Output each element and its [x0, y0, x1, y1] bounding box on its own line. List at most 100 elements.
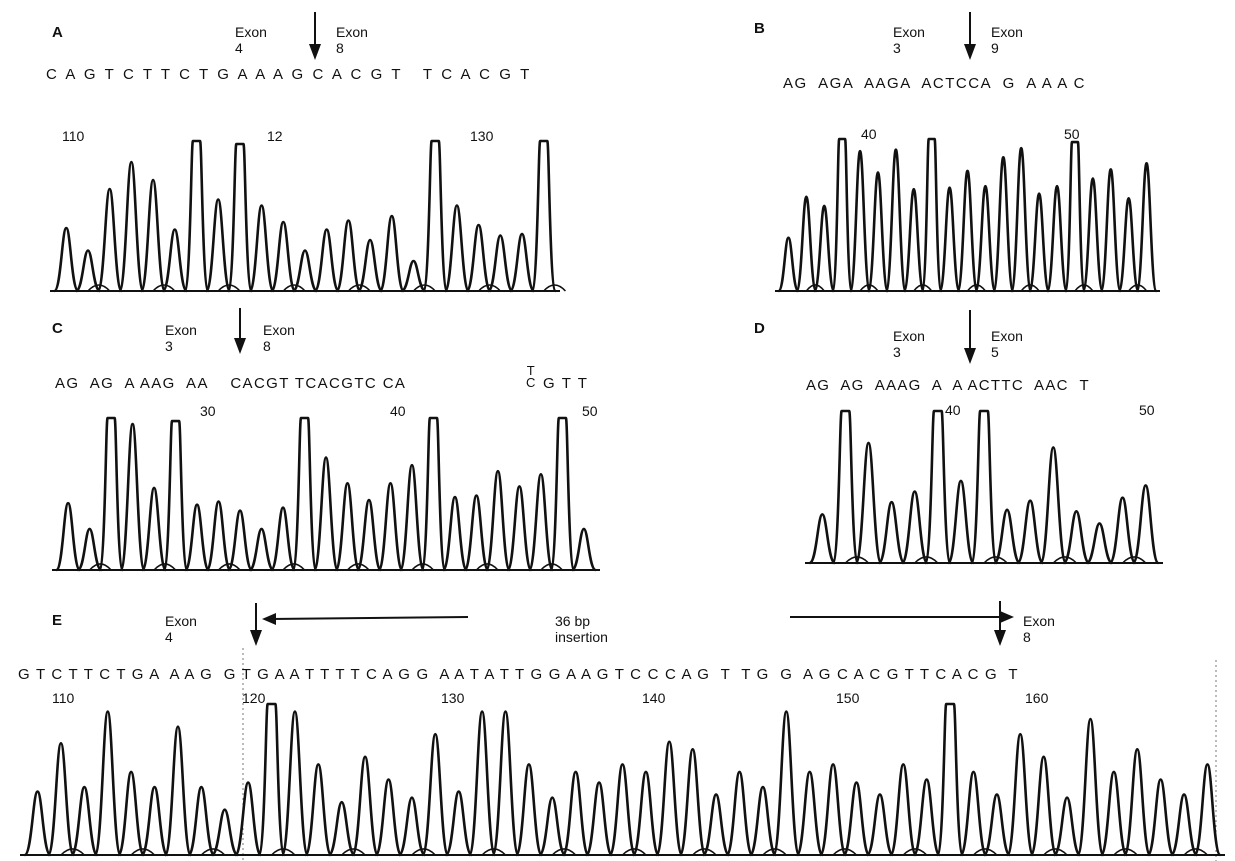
- trace-peak: [226, 509, 254, 572]
- trace-peak: [248, 204, 275, 293]
- trace-peak: [1062, 510, 1091, 565]
- trace-peak: [561, 770, 590, 857]
- trace-peak: [377, 482, 404, 572]
- trace-background-bump: [966, 284, 987, 292]
- exon-left-label: Exon 3: [893, 24, 925, 56]
- trace-peak: [269, 506, 297, 572]
- insertion-arrows: [242, 601, 1217, 861]
- trace-peak: [441, 495, 469, 572]
- trace-peak: [465, 223, 492, 293]
- position-tick: 40: [861, 126, 877, 142]
- trace-peak: [538, 796, 567, 857]
- trace-peak: [1006, 732, 1035, 857]
- trace-peak: [530, 139, 557, 293]
- trace-peak: [1076, 717, 1105, 857]
- trace-background-bump: [411, 563, 435, 571]
- trace-background-bump: [130, 848, 156, 856]
- trace-peak: [549, 416, 576, 572]
- trace-peak: [248, 527, 275, 572]
- trace-peak: [1027, 192, 1051, 293]
- trace-peak: [53, 226, 80, 293]
- trace-peak: [912, 778, 941, 857]
- trace-background-bump: [217, 563, 241, 571]
- trace-peak: [1131, 484, 1160, 565]
- position-tick: 30: [200, 403, 216, 419]
- trace-peak: [889, 763, 918, 857]
- trace-peak: [570, 527, 597, 572]
- sequence-text: G T C T T C T G A A A G G T G A A T T T …: [18, 666, 1019, 683]
- chromatogram-trace: [50, 139, 567, 293]
- trace-background-bump: [481, 848, 507, 856]
- trace-peak: [96, 187, 123, 293]
- trace-peak: [725, 770, 754, 857]
- trace-peak: [356, 238, 384, 293]
- trace-peak: [118, 160, 145, 293]
- trace-peak: [140, 785, 169, 857]
- trace-background-bump: [217, 284, 241, 292]
- trace-peak: [420, 416, 447, 572]
- trace-background-bump: [152, 284, 176, 292]
- trace-background-bump: [1043, 848, 1068, 856]
- position-tick: 130: [470, 128, 494, 144]
- position-tick: 110: [62, 128, 85, 144]
- trace-peak: [257, 702, 286, 857]
- trace-peak: [655, 740, 684, 857]
- exon-left-label: Exon 3: [165, 322, 197, 354]
- trace-background-bump: [341, 848, 366, 856]
- trace-peak: [959, 770, 988, 857]
- trace-peak: [70, 785, 99, 857]
- trace-peak: [795, 770, 824, 857]
- trace-peak: [772, 710, 801, 857]
- junction-arrow: [964, 310, 976, 364]
- trace-peak: [1117, 196, 1140, 293]
- trace-peak: [877, 500, 906, 565]
- trace-background-bump: [346, 563, 370, 571]
- position-tick: 130: [441, 690, 465, 706]
- trace-peak: [993, 508, 1022, 565]
- trace-peak: [1039, 446, 1068, 565]
- exon-right-label: Exon 5: [991, 328, 1023, 360]
- exon-right-label: Exon 8: [1023, 613, 1055, 645]
- trace-peak: [350, 755, 380, 857]
- trace-background-bump: [1020, 284, 1040, 292]
- trace-peak: [335, 219, 362, 293]
- trace-peak: [923, 409, 952, 565]
- trace-background-bump: [551, 848, 577, 856]
- trace-peak: [162, 419, 189, 572]
- trace-background-bump: [1122, 556, 1147, 564]
- trace-peak: [400, 259, 427, 293]
- trace-peak: [920, 137, 943, 293]
- trace-peak: [163, 725, 193, 857]
- trace-peak: [956, 169, 979, 293]
- trace-background-bump: [621, 848, 647, 856]
- trace-peak: [506, 485, 533, 572]
- position-tick: 40: [945, 402, 961, 418]
- trace-background-bump: [347, 284, 371, 292]
- exon-left-label: Exon 4: [165, 613, 197, 645]
- trace-peak: [584, 781, 614, 857]
- trace-peak: [204, 198, 232, 293]
- position-tick: 150: [836, 690, 860, 706]
- trace-peak: [508, 232, 536, 293]
- trace-peak: [187, 785, 216, 857]
- trace-peak: [463, 494, 490, 572]
- trace-peak: [97, 416, 125, 572]
- trace-peak: [421, 139, 449, 293]
- sequence-text: AG AG AAAG A A ACTTC AAC T: [806, 377, 1090, 394]
- trace-background-bump: [282, 284, 306, 292]
- trace-peak: [935, 702, 965, 857]
- trace-peak: [808, 513, 837, 565]
- trace-peak: [487, 234, 514, 293]
- trace-peak: [23, 790, 52, 857]
- trace-peak: [484, 469, 512, 572]
- trace-peak: [818, 763, 848, 857]
- exon-right-label: Exon 9: [991, 24, 1023, 56]
- insertion-label: 36 bp insertion: [555, 613, 608, 645]
- trace-background-bump: [153, 563, 177, 571]
- trace-background-bump: [475, 563, 499, 571]
- trace-peak: [1063, 140, 1087, 293]
- wobble-top-base: T: [526, 363, 535, 378]
- trace-peak: [93, 710, 122, 857]
- trace-peak: [397, 796, 427, 857]
- trace-peak: [608, 763, 637, 857]
